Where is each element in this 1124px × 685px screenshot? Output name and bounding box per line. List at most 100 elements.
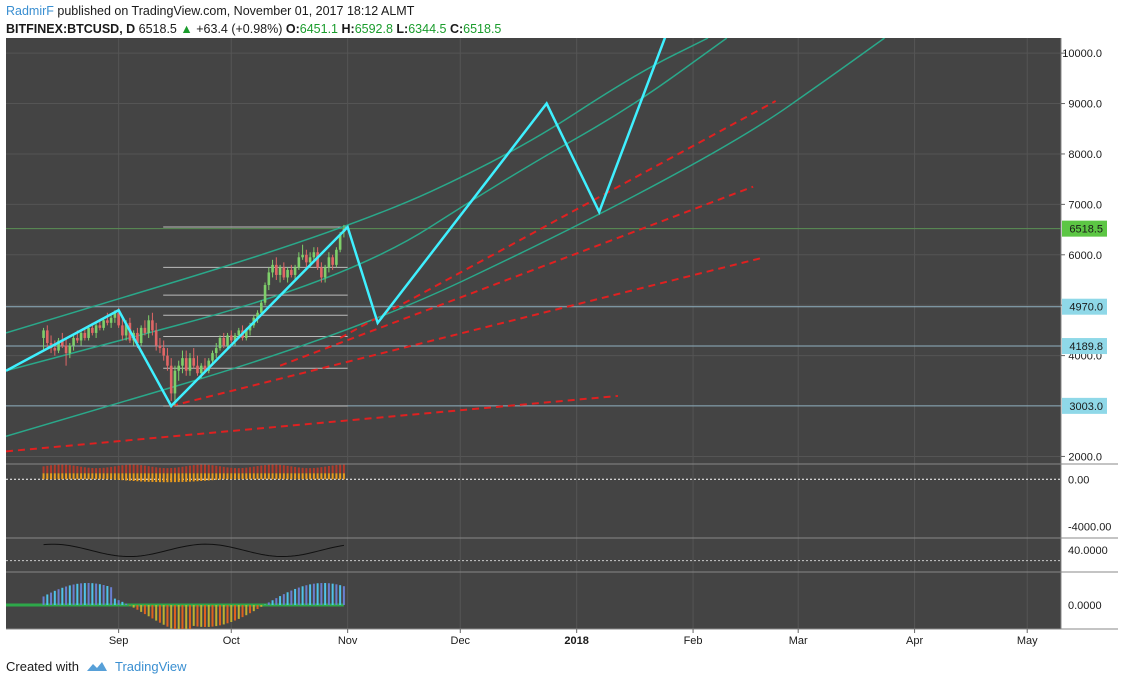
candle[interactable] [121, 317, 124, 341]
osc1-tick-label: 0.00 [1068, 474, 1089, 486]
candle[interactable] [106, 312, 109, 326]
candle[interactable] [229, 330, 233, 344]
candle[interactable] [218, 335, 222, 351]
candle-body [267, 272, 271, 286]
candle-body [151, 320, 154, 331]
candle-body [226, 335, 229, 346]
candle[interactable] [290, 264, 293, 278]
candle[interactable] [293, 264, 297, 280]
candle[interactable] [169, 358, 173, 401]
candle[interactable] [72, 335, 75, 351]
candle-body [188, 358, 192, 371]
candle[interactable] [177, 360, 181, 381]
low-label: L: [396, 22, 409, 36]
candle[interactable] [282, 262, 286, 280]
candle[interactable] [301, 244, 304, 260]
candle-body [169, 365, 173, 394]
candle-body [218, 337, 222, 349]
x-tick-label: Dec [451, 635, 471, 647]
candle[interactable] [207, 358, 211, 374]
tradingview-brand-link[interactable]: TradingView [114, 659, 187, 674]
candle[interactable] [181, 350, 184, 374]
candle[interactable] [45, 325, 49, 349]
candle[interactable] [94, 322, 98, 338]
candle[interactable] [79, 330, 83, 346]
chart-background [6, 38, 1061, 629]
candle-body [64, 345, 68, 354]
high-value: 6592.8 [354, 22, 393, 36]
candle[interactable] [192, 348, 196, 369]
candle-body [199, 365, 203, 374]
candle[interactable] [147, 315, 150, 338]
candle[interactable] [267, 267, 271, 291]
candle-body [263, 285, 267, 303]
candle[interactable] [154, 322, 158, 351]
candle-body [79, 332, 83, 341]
candle[interactable] [173, 365, 177, 407]
candle-body [42, 330, 45, 338]
candle-body [139, 327, 143, 344]
time-axis-background [6, 629, 1061, 656]
candle-body [136, 332, 139, 344]
candle[interactable] [320, 262, 323, 283]
candle[interactable] [188, 353, 192, 376]
badge-bg [1062, 397, 1107, 414]
candle[interactable] [98, 320, 102, 331]
candle-body [143, 327, 147, 333]
candle[interactable] [260, 300, 263, 316]
candle-body [316, 252, 319, 268]
candle[interactable] [233, 332, 237, 346]
published-text: published on TradingView.com, November 0… [57, 4, 415, 18]
candle-body [286, 269, 289, 278]
candle[interactable] [184, 350, 188, 376]
candle[interactable] [222, 332, 226, 349]
candle[interactable] [102, 317, 105, 331]
price-axis[interactable]: 10000.09000.08000.07000.06000.05000.0400… [1061, 48, 1111, 612]
candle[interactable] [68, 343, 72, 359]
candle[interactable] [139, 325, 143, 346]
candle[interactable] [214, 343, 218, 359]
candle[interactable] [64, 337, 68, 366]
candle[interactable] [87, 325, 90, 341]
oscillator-2-pane [6, 543, 1061, 562]
candle[interactable] [297, 252, 301, 270]
candle[interactable] [158, 337, 162, 354]
channel-line [6, 38, 709, 334]
candle[interactable] [42, 327, 45, 351]
candle[interactable] [226, 332, 229, 349]
candle[interactable] [109, 315, 113, 328]
candle-body [275, 264, 278, 275]
time-axis[interactable]: Sep Oct Nov Dec 2018 Feb Mar Apr May [109, 629, 1038, 647]
candle[interactable] [256, 310, 259, 323]
badge-label: 6518.5 [1069, 224, 1103, 236]
candle[interactable] [166, 348, 169, 371]
candle[interactable] [263, 282, 267, 306]
candle[interactable] [275, 257, 278, 280]
candle[interactable] [327, 252, 331, 273]
candle[interactable] [151, 312, 154, 336]
candle[interactable] [162, 340, 165, 361]
candle[interactable] [57, 337, 60, 354]
symbol-name: BITFINEX:BTCUSD, D [6, 22, 136, 36]
close-label: C: [449, 22, 464, 36]
candle[interactable] [331, 254, 334, 270]
candle-body [305, 254, 308, 263]
candle[interactable] [83, 327, 87, 341]
candle[interactable] [271, 259, 274, 278]
candle[interactable] [335, 247, 338, 268]
badge-label: 4970.0 [1069, 302, 1103, 314]
candle-body [45, 330, 49, 344]
oscillator-1-pane [6, 464, 1061, 483]
author-link[interactable]: RadmirF [6, 4, 54, 18]
candle[interactable] [305, 249, 308, 268]
candle[interactable] [278, 264, 282, 283]
candle[interactable] [286, 267, 289, 283]
price-level-badge: 4189.8 [1062, 338, 1107, 355]
symbol-line: BITFINEX:BTCUSD, D 6518.5 ▲ +63.4 (+0.98… [6, 22, 501, 36]
candle[interactable] [143, 320, 147, 336]
candle[interactable] [53, 340, 57, 356]
candle-body [113, 312, 117, 318]
candle[interactable] [323, 264, 327, 283]
price-chart[interactable]: 10000.09000.08000.07000.06000.05000.0400… [0, 38, 1124, 656]
candle[interactable] [196, 355, 199, 376]
